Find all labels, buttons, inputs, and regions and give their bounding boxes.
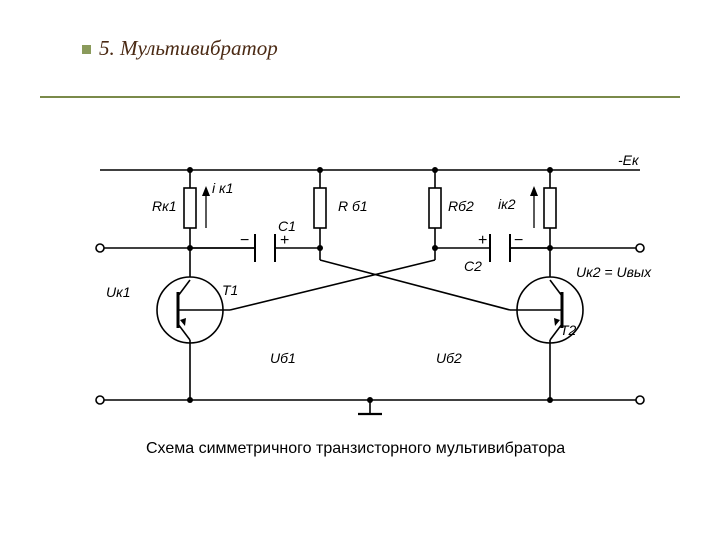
ub2-label: Uб2 xyxy=(436,350,462,366)
c2-plus: + xyxy=(478,232,487,250)
caption: Схема симметричного транзисторного мульт… xyxy=(146,440,565,458)
c1-minus: − xyxy=(240,232,249,250)
uk1-label: Uк1 xyxy=(106,284,131,300)
ub1-label: Uб1 xyxy=(270,350,296,366)
t2-label: T2 xyxy=(560,322,576,338)
t1-label: T1 xyxy=(222,282,238,298)
supply-label: -Eк xyxy=(618,152,639,168)
ik1-label: i к1 xyxy=(212,180,233,196)
c2-label: C2 xyxy=(464,258,482,274)
uk2-label: Uк2 = Uвых xyxy=(576,264,651,280)
rb2-label: Rб2 xyxy=(448,198,474,214)
c2-minus: − xyxy=(514,232,523,250)
rk1-label: Rк1 xyxy=(152,198,177,214)
rb1-label: R б1 xyxy=(338,198,368,214)
ik2-label: iк2 xyxy=(498,196,516,212)
c1-plus: + xyxy=(280,232,289,250)
